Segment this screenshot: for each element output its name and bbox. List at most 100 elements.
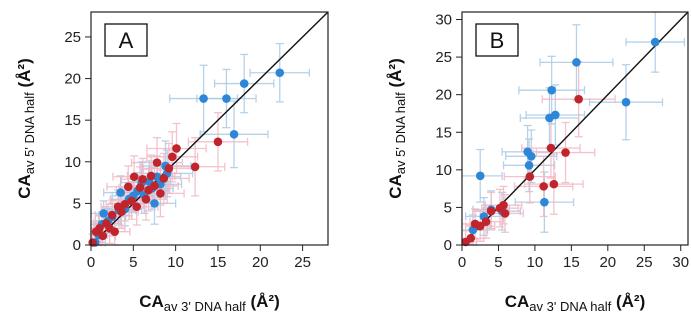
blue-point xyxy=(475,171,485,181)
red-point xyxy=(486,206,496,216)
x-tick-label: 15 xyxy=(210,254,227,271)
diagonal-line xyxy=(90,11,329,246)
blue-point xyxy=(99,209,108,218)
x-axis-label-main: CA xyxy=(139,292,164,311)
red-point xyxy=(110,227,119,236)
red-point xyxy=(141,194,151,204)
red-point xyxy=(117,207,126,217)
y-tick-label: 30 xyxy=(435,12,452,29)
x-tick-label: 20 xyxy=(599,254,616,271)
y-tick-label: 10 xyxy=(435,162,452,179)
red-point xyxy=(123,182,133,192)
red-point xyxy=(164,164,174,173)
x-tick-label: 0 xyxy=(87,254,95,271)
red-point xyxy=(129,172,139,182)
red-point xyxy=(98,231,108,241)
x-tick-label: 25 xyxy=(294,254,311,271)
x-axis-label-sub: av 3' DNA half xyxy=(164,299,246,314)
red-point xyxy=(120,199,130,209)
red-point xyxy=(138,174,147,184)
y-tick-label: 10 xyxy=(64,154,81,171)
y-axis-label: CAav 5' DNA half (Å²) xyxy=(386,58,408,199)
y-tick-label: 0 xyxy=(73,237,81,254)
red-point xyxy=(95,224,104,233)
blue-point xyxy=(551,110,560,120)
blue-point xyxy=(540,197,549,207)
red-point xyxy=(539,182,548,191)
panel-label-box xyxy=(104,23,148,57)
red-point xyxy=(150,181,159,191)
panel-label: A xyxy=(119,28,134,53)
y-axis-label-sub: av 5' DNA half xyxy=(22,92,37,174)
x-tick-label: 5 xyxy=(494,254,502,271)
red-point xyxy=(167,152,177,162)
x-tick-label: 15 xyxy=(563,254,580,271)
red-point xyxy=(213,137,223,147)
red-point xyxy=(525,172,535,181)
x-axis-label: CAav 3' DNA half (Å²) xyxy=(505,292,646,314)
y-tick-label: 15 xyxy=(64,112,81,129)
x-tick-label: 30 xyxy=(672,254,689,271)
y-tick-label: 5 xyxy=(73,195,81,212)
x-tick-label: 25 xyxy=(636,254,653,271)
red-point xyxy=(549,179,559,189)
y-axis-label-main: CA xyxy=(15,174,34,199)
red-point xyxy=(159,174,169,183)
red-point xyxy=(481,217,491,226)
blue-point xyxy=(150,199,159,208)
blue-point xyxy=(229,130,239,139)
y-tick-label: 25 xyxy=(64,29,81,46)
blue-point xyxy=(621,97,631,107)
y-axis-label-unit: (Å²) xyxy=(15,58,34,92)
red-point xyxy=(499,200,508,210)
x-tick-label: 20 xyxy=(252,254,269,271)
x-axis-label-main: CA xyxy=(505,292,530,311)
red-point xyxy=(190,162,200,172)
red-point xyxy=(107,210,117,220)
red-point xyxy=(466,233,476,243)
x-tick-label: 0 xyxy=(458,254,466,271)
x-axis-label-unit: (Å²) xyxy=(246,292,280,311)
blue-point xyxy=(524,161,534,170)
y-tick-label: 15 xyxy=(435,124,452,141)
x-tick-label: 10 xyxy=(167,254,184,271)
y-tick-label: 0 xyxy=(444,237,452,254)
x-tick-label: 5 xyxy=(129,254,137,271)
y-axis-label-unit: (Å²) xyxy=(386,58,405,92)
blue-point xyxy=(275,68,285,78)
y-tick-label: 5 xyxy=(444,199,452,216)
red-point xyxy=(152,158,162,167)
red-point xyxy=(546,143,556,153)
y-tick-label: 20 xyxy=(64,71,81,88)
panel-label: B xyxy=(490,28,505,53)
red-point xyxy=(172,144,181,153)
blue-point xyxy=(547,85,556,95)
red-point xyxy=(146,171,156,181)
y-axis-label-main: CA xyxy=(386,174,405,199)
red-point xyxy=(500,209,510,218)
blue-point xyxy=(572,58,581,67)
red-point xyxy=(156,189,165,198)
x-axis-label-unit: (Å²) xyxy=(611,292,645,311)
red-point xyxy=(132,202,142,212)
blue-point xyxy=(199,94,208,103)
red-point xyxy=(135,183,145,192)
y-tick-label: 25 xyxy=(435,49,452,66)
red-point xyxy=(475,221,485,231)
x-axis-label-sub: av 3' DNA half xyxy=(529,299,611,314)
red-point xyxy=(127,196,136,206)
plot-frame xyxy=(461,11,689,246)
red-point xyxy=(561,148,570,157)
blue-point xyxy=(526,152,536,161)
panel-label-box xyxy=(475,23,519,57)
plot-frame xyxy=(90,11,329,246)
blue-point xyxy=(239,79,249,88)
x-axis-label: CAav 3' DNA half (Å²) xyxy=(139,292,280,314)
y-tick-label: 20 xyxy=(435,87,452,104)
y-axis-label: CAav 5' DNA half (Å²) xyxy=(15,58,37,199)
x-tick-label: 10 xyxy=(527,254,544,271)
